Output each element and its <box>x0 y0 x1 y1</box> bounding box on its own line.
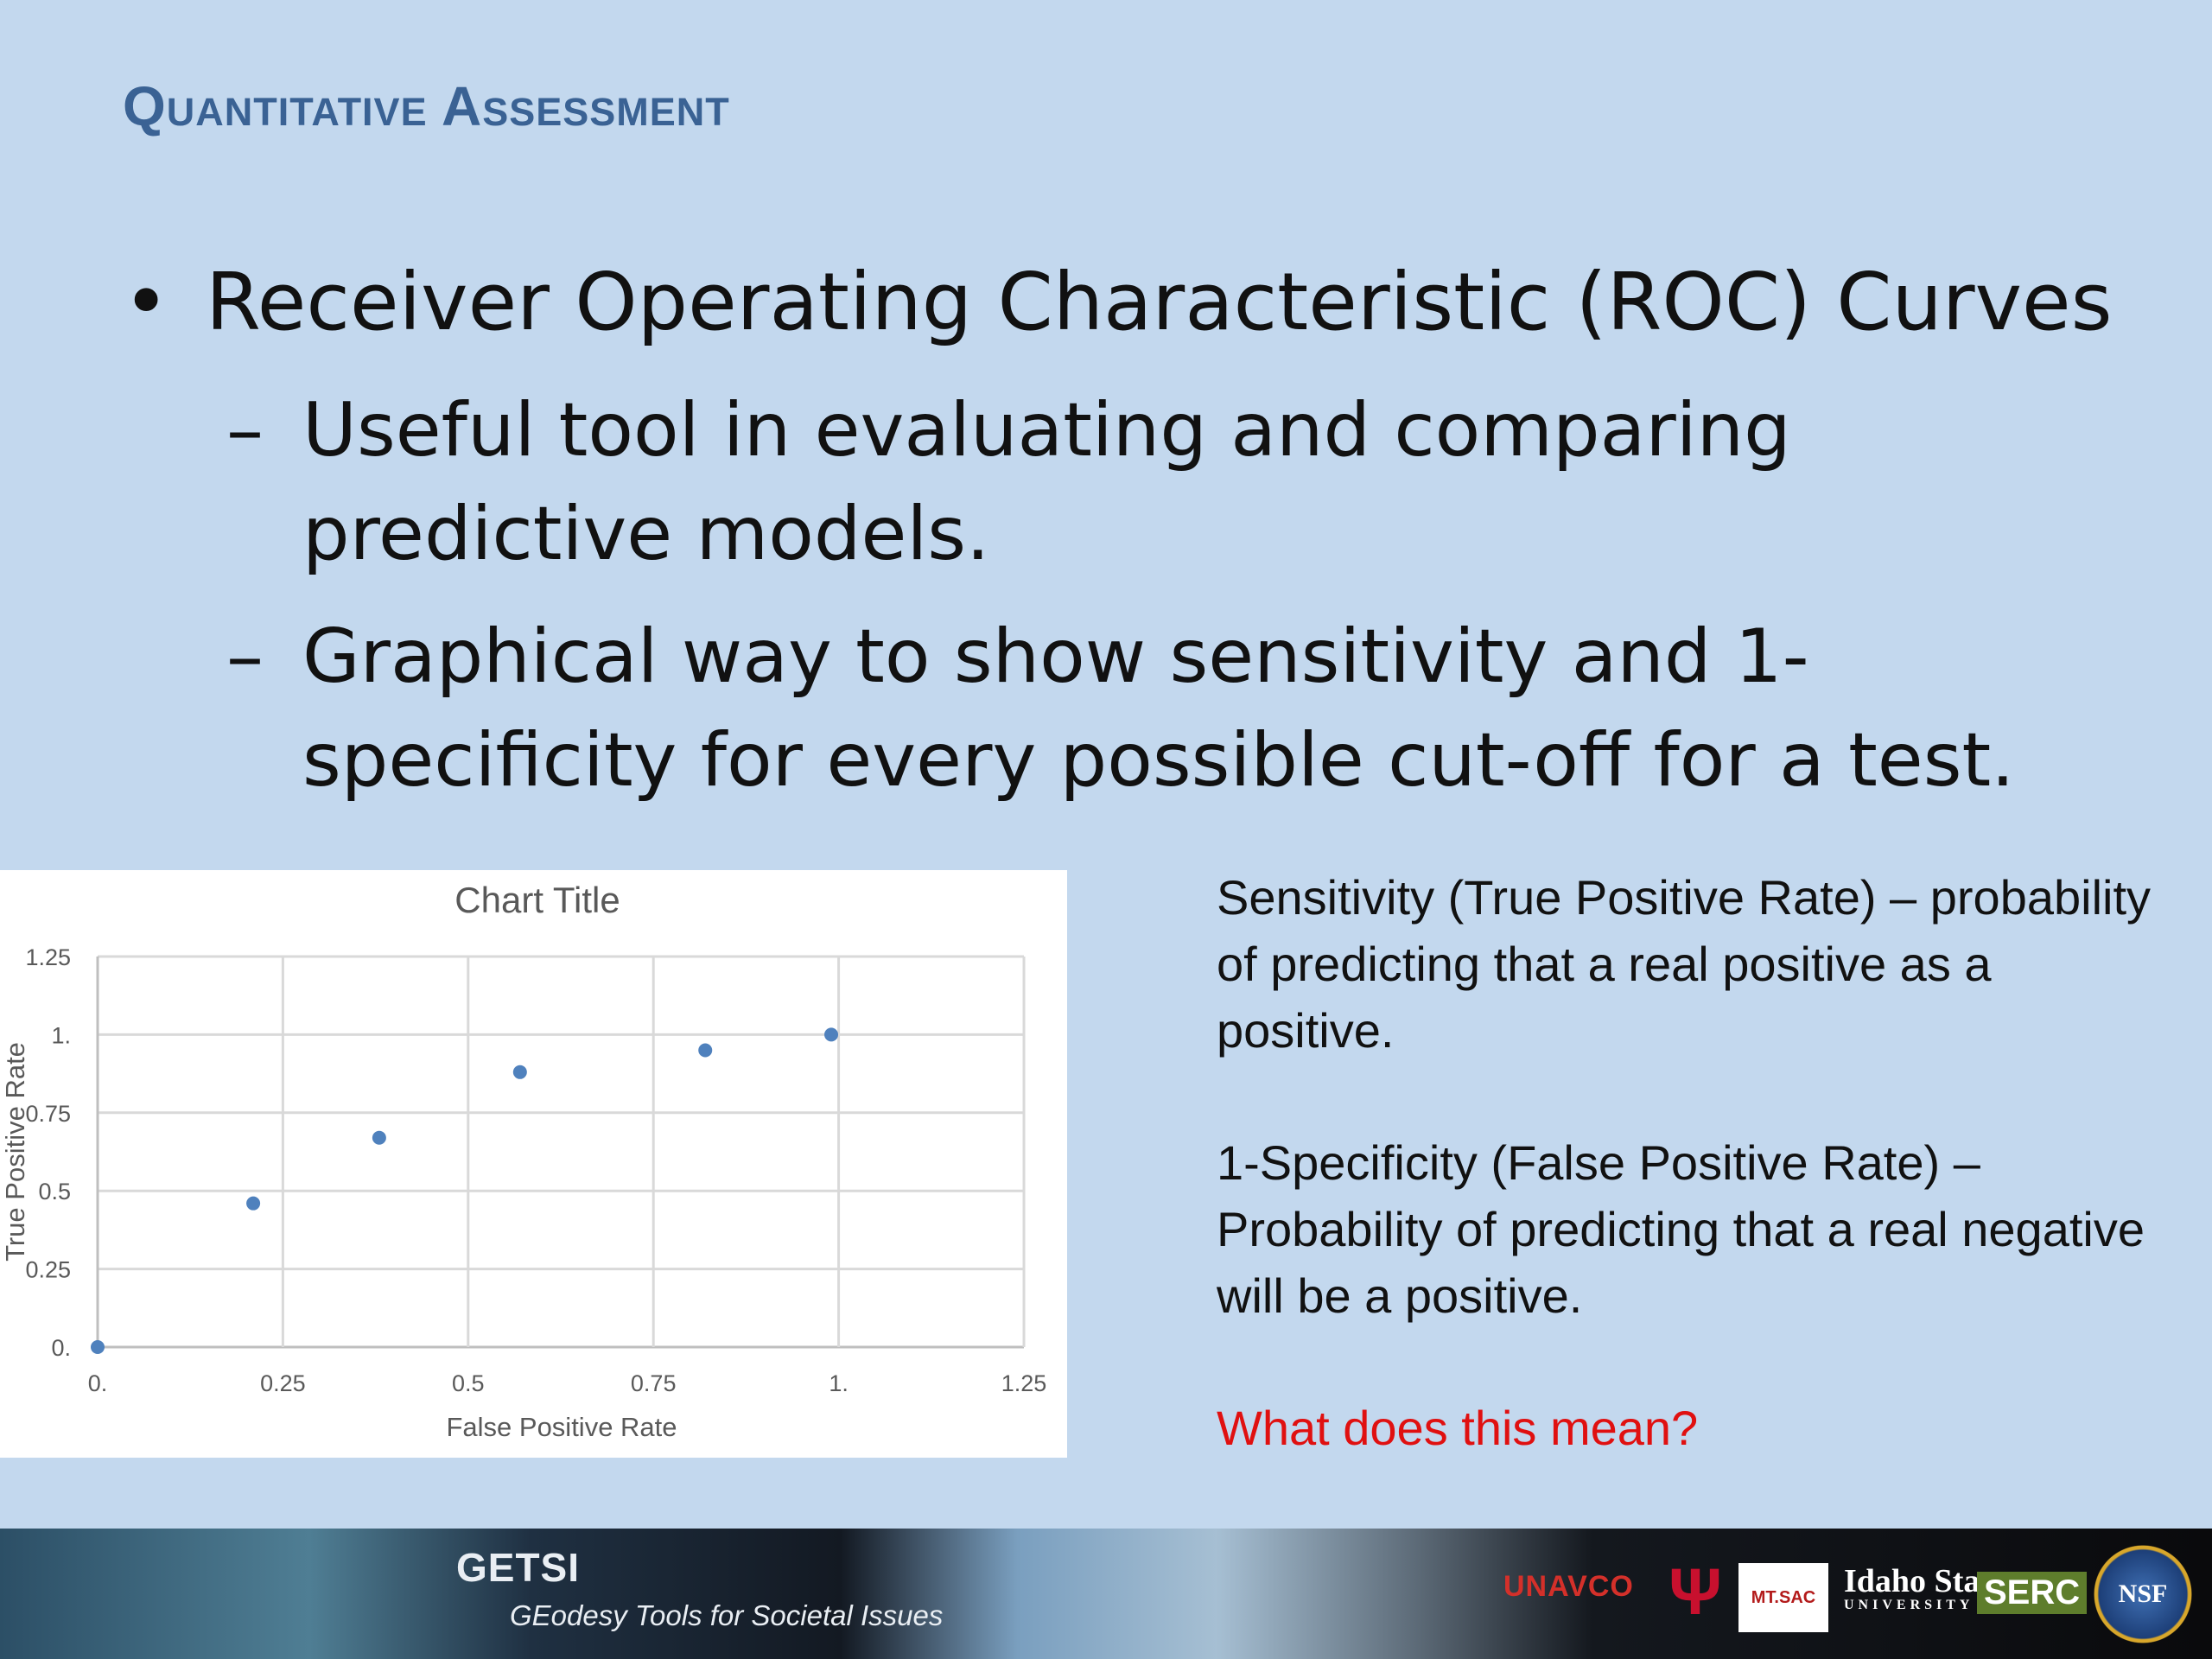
footer-banner: GETSI GEodesy Tools for Societal Issues … <box>0 1529 2212 1659</box>
sub-bullet-2-text: Graphical way to show sensitivity and 1-… <box>302 613 2015 804</box>
y-tick-label: 1. <box>51 1022 71 1048</box>
sub-bullet-1: – Useful tool in evaluating and comparin… <box>226 378 2160 586</box>
x-tick-label: 0. <box>88 1370 108 1396</box>
x-tick-label: 0.5 <box>452 1370 485 1396</box>
x-tick-label: 1. <box>829 1370 849 1396</box>
serc-logo: SERC <box>1977 1572 2088 1614</box>
sensitivity-definition: Sensitivity (True Positive Rate) – proba… <box>1217 870 2152 1058</box>
x-tick-label: 0.25 <box>260 1370 306 1396</box>
question-text: What does this mean? <box>1217 1401 1699 1455</box>
y-tick-label: 0.25 <box>25 1257 71 1283</box>
data-point <box>246 1196 261 1211</box>
getsi-subtitle: GEodesy Tools for Societal Issues <box>510 1599 944 1631</box>
chart-title: Chart Title <box>454 880 620 920</box>
iu-logo: Ψ <box>1669 1555 1722 1629</box>
slide-title: Quantitative Assessment <box>123 75 730 137</box>
mtsac-logo: MT.SAC <box>1738 1563 1828 1632</box>
main-bullet: • Receiver Operating Characteristic (ROC)… <box>123 255 2113 350</box>
y-tick-label: 1.25 <box>25 944 71 970</box>
main-bullet-text: Receiver Operating Characteristic (ROC) … <box>206 256 2113 348</box>
unavco-logo: UNAVCO <box>1503 1570 1634 1603</box>
idaho-state-sub: UNIVERSITY <box>1844 1598 1974 1612</box>
y-tick-label: 0.5 <box>38 1179 71 1205</box>
sub-bullet-2: – Graphical way to show sensitivity and … <box>226 605 2160 812</box>
y-axis-label: True Positive Rate <box>0 1042 30 1262</box>
y-tick-label: 0. <box>51 1335 71 1361</box>
roc-chart: Chart Title 0. 0.25 0.5 0.75 1. 1.25 0. 0.25 0.5 0… <box>0 870 1067 1458</box>
data-point <box>512 1065 527 1079</box>
data-point <box>698 1043 713 1058</box>
data-point <box>372 1130 386 1145</box>
data-point <box>824 1027 839 1042</box>
dash-marker: – <box>226 387 264 474</box>
definitions: Sensitivity (True Positive Rate) – proba… <box>1217 864 2167 1461</box>
sub-bullet-1-text: Useful tool in evaluating and comparing … <box>302 387 1791 577</box>
roc-chart-svg: Chart Title 0. 0.25 0.5 0.75 1. 1.25 0. 0.25 0.5 0… <box>0 880 1047 1442</box>
x-tick-label: 0.75 <box>631 1370 677 1396</box>
data-point <box>91 1340 105 1354</box>
bullet-dot: • <box>123 256 170 348</box>
dash-marker: – <box>226 613 264 700</box>
getsi-logo-text: GETSI <box>456 1545 581 1590</box>
nsf-logo: NSF <box>2091 1542 2195 1646</box>
x-axis-label: False Positive Rate <box>446 1412 677 1442</box>
specificity-definition: 1-Specificity (False Positive Rate) – Pr… <box>1217 1135 2145 1323</box>
y-tick-label: 0.75 <box>25 1101 71 1127</box>
x-tick-label: 1.25 <box>1001 1370 1047 1396</box>
